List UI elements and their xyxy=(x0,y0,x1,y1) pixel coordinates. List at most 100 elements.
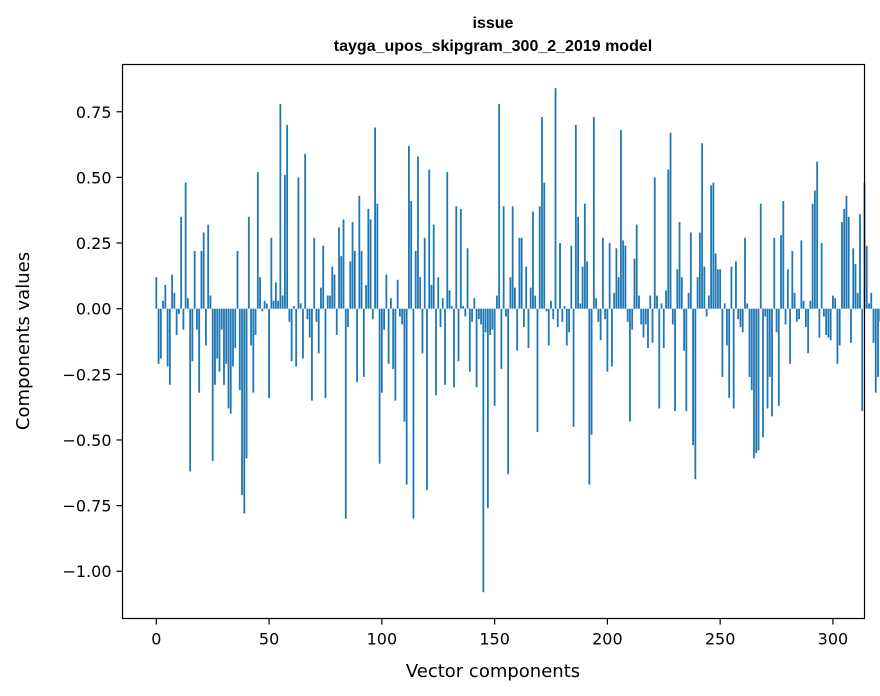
bar-40 xyxy=(245,308,248,459)
bar-173 xyxy=(545,308,548,312)
bar-70 xyxy=(313,237,316,309)
bar-84 xyxy=(344,308,347,519)
bar-111 xyxy=(405,308,408,485)
bar-71 xyxy=(315,308,318,322)
bar-145 xyxy=(482,308,485,593)
x-tick-label: 250 xyxy=(705,630,736,649)
bar-176 xyxy=(552,308,555,320)
bar-38 xyxy=(241,308,243,496)
bar-0 xyxy=(155,277,158,309)
bar-166 xyxy=(529,287,532,309)
bar-235 xyxy=(685,308,688,412)
bar-279 xyxy=(784,308,787,325)
bar-270 xyxy=(764,308,767,317)
bar-126 xyxy=(439,308,442,328)
bar-241 xyxy=(698,232,701,309)
bar-151 xyxy=(495,295,498,309)
bar-18 xyxy=(196,308,198,330)
bar-137 xyxy=(464,308,467,317)
bar-212 xyxy=(633,258,636,309)
bar-260 xyxy=(741,308,744,333)
bar-185 xyxy=(572,308,575,427)
bar-164 xyxy=(525,266,528,309)
bar-113 xyxy=(410,201,413,309)
bar-129 xyxy=(446,172,449,309)
bar-81 xyxy=(338,227,340,309)
bar-25 xyxy=(211,308,214,461)
bar-146 xyxy=(484,308,487,333)
bar-239 xyxy=(694,308,697,480)
bar-242 xyxy=(701,143,704,309)
bar-34 xyxy=(232,308,234,367)
bar-167 xyxy=(532,211,534,309)
bar-247 xyxy=(712,182,715,309)
bar-283 xyxy=(793,292,796,309)
bar-51 xyxy=(270,237,273,309)
bar-280 xyxy=(786,269,789,309)
bar-219 xyxy=(649,295,652,309)
bar-225 xyxy=(662,308,665,349)
bar-238 xyxy=(692,308,694,446)
bar-101 xyxy=(383,308,386,330)
bar-191 xyxy=(586,261,588,309)
bar-67 xyxy=(306,308,309,320)
x-tick-label: 200 xyxy=(592,630,623,649)
bar-248 xyxy=(714,253,717,309)
bar-99 xyxy=(378,308,381,464)
bar-54 xyxy=(277,300,280,309)
bar-134 xyxy=(457,308,460,362)
bar-177 xyxy=(554,88,557,309)
bar-17 xyxy=(193,250,196,309)
bar-119 xyxy=(423,237,426,309)
bar-284 xyxy=(795,308,798,322)
bar-2 xyxy=(159,308,162,359)
bar-92 xyxy=(362,308,365,377)
bar-300 xyxy=(832,295,834,309)
bar-149 xyxy=(491,308,494,330)
bar-277 xyxy=(780,235,782,309)
bar-245 xyxy=(707,295,710,309)
bar-308 xyxy=(850,308,852,343)
bar-290 xyxy=(809,300,812,309)
bar-14 xyxy=(187,298,189,309)
bar-298 xyxy=(827,308,830,338)
bar-128 xyxy=(444,308,446,385)
bar-311 xyxy=(856,292,859,309)
bar-222 xyxy=(656,295,658,309)
bar-102 xyxy=(385,274,388,309)
bar-310 xyxy=(854,264,857,309)
bar-261 xyxy=(744,237,746,309)
bar-168 xyxy=(534,295,537,309)
bar-91 xyxy=(360,250,363,309)
x-tick-label: 100 xyxy=(367,630,398,649)
bar-46 xyxy=(259,277,261,309)
plot-frame xyxy=(121,63,866,620)
bar-271 xyxy=(766,308,769,409)
bar-153 xyxy=(500,308,503,370)
bar-213 xyxy=(635,224,638,309)
bar-307 xyxy=(847,216,850,309)
bar-75 xyxy=(324,308,327,398)
bar-139 xyxy=(468,308,471,372)
bar-251 xyxy=(721,308,724,377)
bar-188 xyxy=(579,303,582,309)
bar-297 xyxy=(825,308,828,335)
bar-122 xyxy=(430,285,433,309)
bar-98 xyxy=(376,203,379,309)
bar-96 xyxy=(371,308,374,320)
bar-179 xyxy=(559,243,561,309)
bar-147 xyxy=(486,308,489,509)
bar-318 xyxy=(872,308,875,343)
bar-263 xyxy=(748,308,751,377)
bars-group xyxy=(155,88,880,593)
bar-299 xyxy=(829,308,832,341)
bar-109 xyxy=(401,308,404,325)
bar-59 xyxy=(288,308,291,322)
bar-304 xyxy=(841,222,843,309)
bar-44 xyxy=(254,308,257,335)
bar-68 xyxy=(308,308,311,338)
bar-132 xyxy=(453,308,455,388)
bar-165 xyxy=(527,308,530,349)
bar-218 xyxy=(647,308,649,349)
bar-223 xyxy=(658,308,661,409)
